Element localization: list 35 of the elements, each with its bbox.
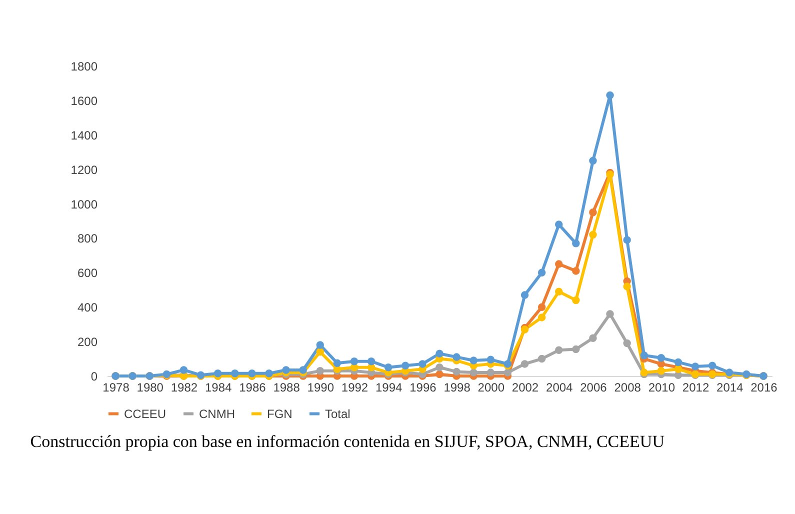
x-tick-label: 2012 [682,380,710,394]
x-tick-label: 2010 [648,380,676,394]
x-tick-label: 1982 [170,380,198,394]
text: Construcción propia con base en información contenida en SIJUF, SPOA, CNMH, CCEEUU [30,432,664,451]
x-tick-label: 1998 [444,380,471,394]
x-tick-label: 2000 [478,380,505,394]
x-tick-label: 1980 [136,380,164,394]
y-tick-label: 1400 [70,128,98,142]
x-tick-label: 2002 [512,380,539,394]
legend-label: FGN [267,406,292,421]
x-tick-label: 2008 [614,380,642,394]
y-tick-label: 400 [77,300,98,315]
y-tick-label: 1200 [70,162,98,177]
legend-label: Total [325,406,350,421]
x-tick-label: 1994 [375,380,403,394]
x-tick-label: 1984 [204,380,232,394]
y-tick-label: 1000 [70,197,98,212]
x-tick-label: 2006 [580,380,608,394]
y-tick-label: 1800 [70,60,98,74]
y-tick-label: 0 [90,370,98,384]
x-tick-label: 2016 [750,380,778,394]
y-tick-label: 800 [77,232,98,246]
x-tick-label: 2014 [716,380,744,394]
x-tick-label: 1986 [239,380,266,394]
x-tick-label: 2004 [546,380,574,394]
y-tick-label: 200 [77,335,98,350]
legend-label: CCEEU [124,406,166,421]
x-tick-label: 1990 [307,380,334,394]
legend-label: CNMH [199,406,235,421]
y-tick-label: 1600 [70,94,98,108]
x-tick-label: 1988 [273,380,300,394]
x-tick-label: 1978 [102,380,130,394]
x-tick-label: 1992 [341,380,368,394]
x-tick-label: 1996 [410,380,437,394]
y-tick-label: 600 [77,266,98,280]
